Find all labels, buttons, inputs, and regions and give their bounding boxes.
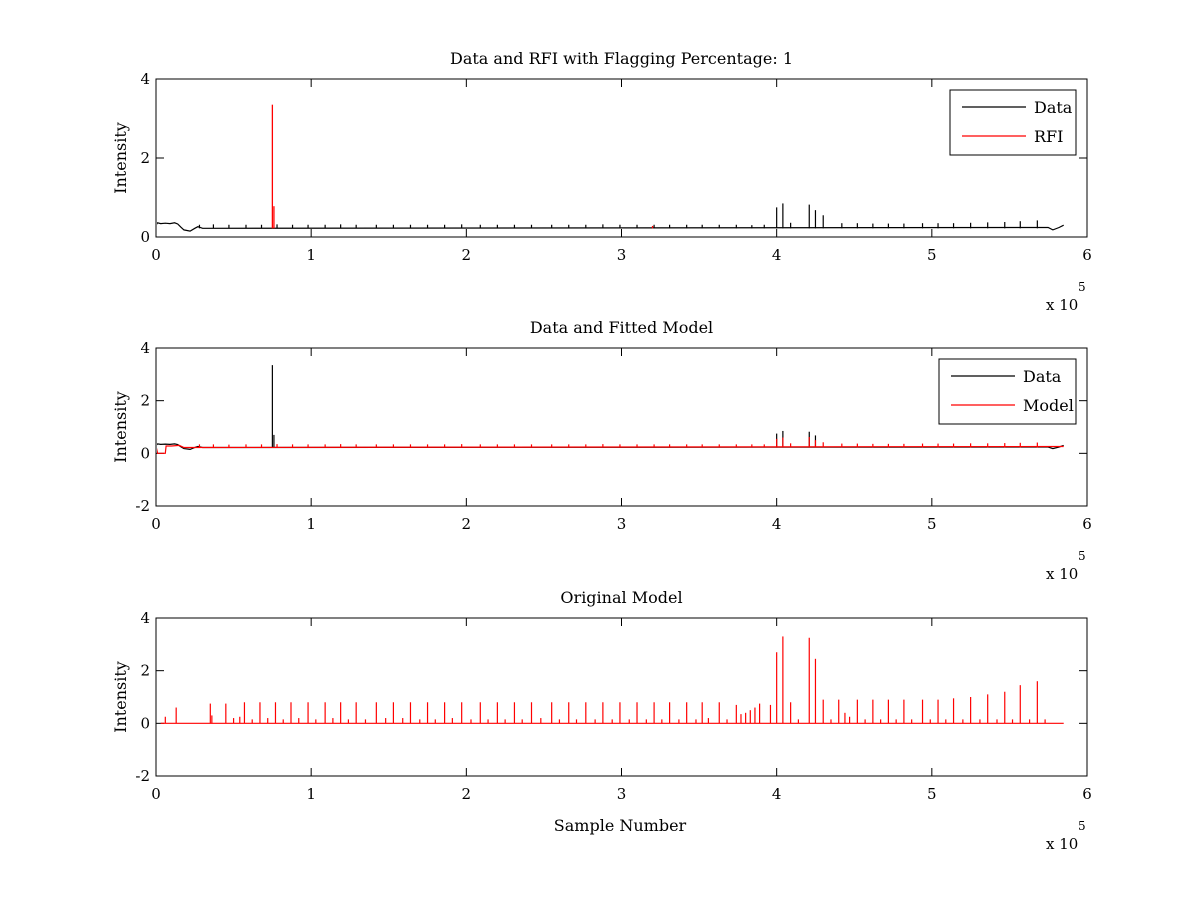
axes-box bbox=[155, 617, 1088, 777]
x-tick-label: 2 bbox=[462, 515, 472, 533]
legend-label-data: Data bbox=[1023, 367, 1062, 386]
legend-box bbox=[949, 89, 1077, 156]
legend-label-rfi: RFI bbox=[1034, 127, 1063, 146]
y-tick-label: 2 bbox=[140, 149, 150, 167]
legend-label-data: Data bbox=[1034, 98, 1073, 117]
x-tick-label: 6 bbox=[1082, 246, 1092, 264]
x-multiplier-exponent: 5 bbox=[1078, 819, 1086, 833]
y-tick-label: 4 bbox=[140, 339, 150, 357]
series-data-baseline bbox=[157, 443, 1064, 451]
x-tick-label: 5 bbox=[927, 785, 937, 803]
x-tick-label: 4 bbox=[772, 246, 782, 264]
y-tick-label: 2 bbox=[140, 392, 150, 410]
y-tick-label: -2 bbox=[135, 767, 150, 785]
y-tick-label: 0 bbox=[140, 228, 150, 246]
x-tick-label: 3 bbox=[617, 515, 627, 533]
x-multiplier: x 10 bbox=[1046, 296, 1078, 314]
x-tick-label: 4 bbox=[772, 785, 782, 803]
axes-box bbox=[155, 78, 1088, 238]
x-multiplier-exponent: 5 bbox=[1078, 280, 1086, 294]
x-tick-label: 6 bbox=[1082, 515, 1092, 533]
y-tick-label: 0 bbox=[140, 444, 150, 462]
x-tick-label: 0 bbox=[151, 515, 161, 533]
x-multiplier: x 10 bbox=[1046, 565, 1078, 583]
y-axis-label: Intensity bbox=[111, 661, 130, 733]
x-tick-label: 3 bbox=[617, 785, 627, 803]
y-tick-label: 2 bbox=[140, 662, 150, 680]
chart-panel-1: Data and RFI with Flagging Percentage: 1… bbox=[111, 49, 1092, 314]
chart-title: Original Model bbox=[560, 588, 682, 607]
x-tick-label: 3 bbox=[617, 246, 627, 264]
series-data-baseline bbox=[157, 222, 1064, 232]
y-axis-label: Intensity bbox=[111, 391, 130, 463]
x-tick-label: 0 bbox=[151, 246, 161, 264]
y-tick-label: -2 bbox=[135, 497, 150, 515]
series-model-baseline bbox=[157, 444, 1064, 454]
plot-area bbox=[157, 104, 1064, 232]
x-multiplier: x 10 bbox=[1046, 835, 1078, 853]
chart-title: Data and RFI with Flagging Percentage: 1 bbox=[450, 49, 793, 68]
legend-box bbox=[938, 358, 1077, 425]
chart-title: Data and Fitted Model bbox=[530, 318, 713, 337]
x-tick-label: 2 bbox=[462, 785, 472, 803]
x-tick-label: 1 bbox=[306, 246, 316, 264]
y-axis-label: Intensity bbox=[111, 122, 130, 194]
x-axis-label: Sample Number bbox=[554, 816, 687, 835]
x-tick-label: 4 bbox=[772, 515, 782, 533]
x-tick-label: 1 bbox=[306, 785, 316, 803]
legend-label-model: Model bbox=[1023, 396, 1074, 415]
y-tick-label: 0 bbox=[140, 714, 150, 732]
y-tick-label: 4 bbox=[140, 70, 150, 88]
x-tick-label: 2 bbox=[462, 246, 472, 264]
x-tick-label: 0 bbox=[151, 785, 161, 803]
x-tick-label: 6 bbox=[1082, 785, 1092, 803]
plot-area bbox=[160, 636, 1064, 724]
x-tick-label: 5 bbox=[927, 246, 937, 264]
x-tick-label: 5 bbox=[927, 515, 937, 533]
x-tick-label: 1 bbox=[306, 515, 316, 533]
plot-area bbox=[157, 365, 1064, 454]
x-multiplier-exponent: 5 bbox=[1078, 549, 1086, 563]
y-tick-label: 4 bbox=[140, 609, 150, 627]
